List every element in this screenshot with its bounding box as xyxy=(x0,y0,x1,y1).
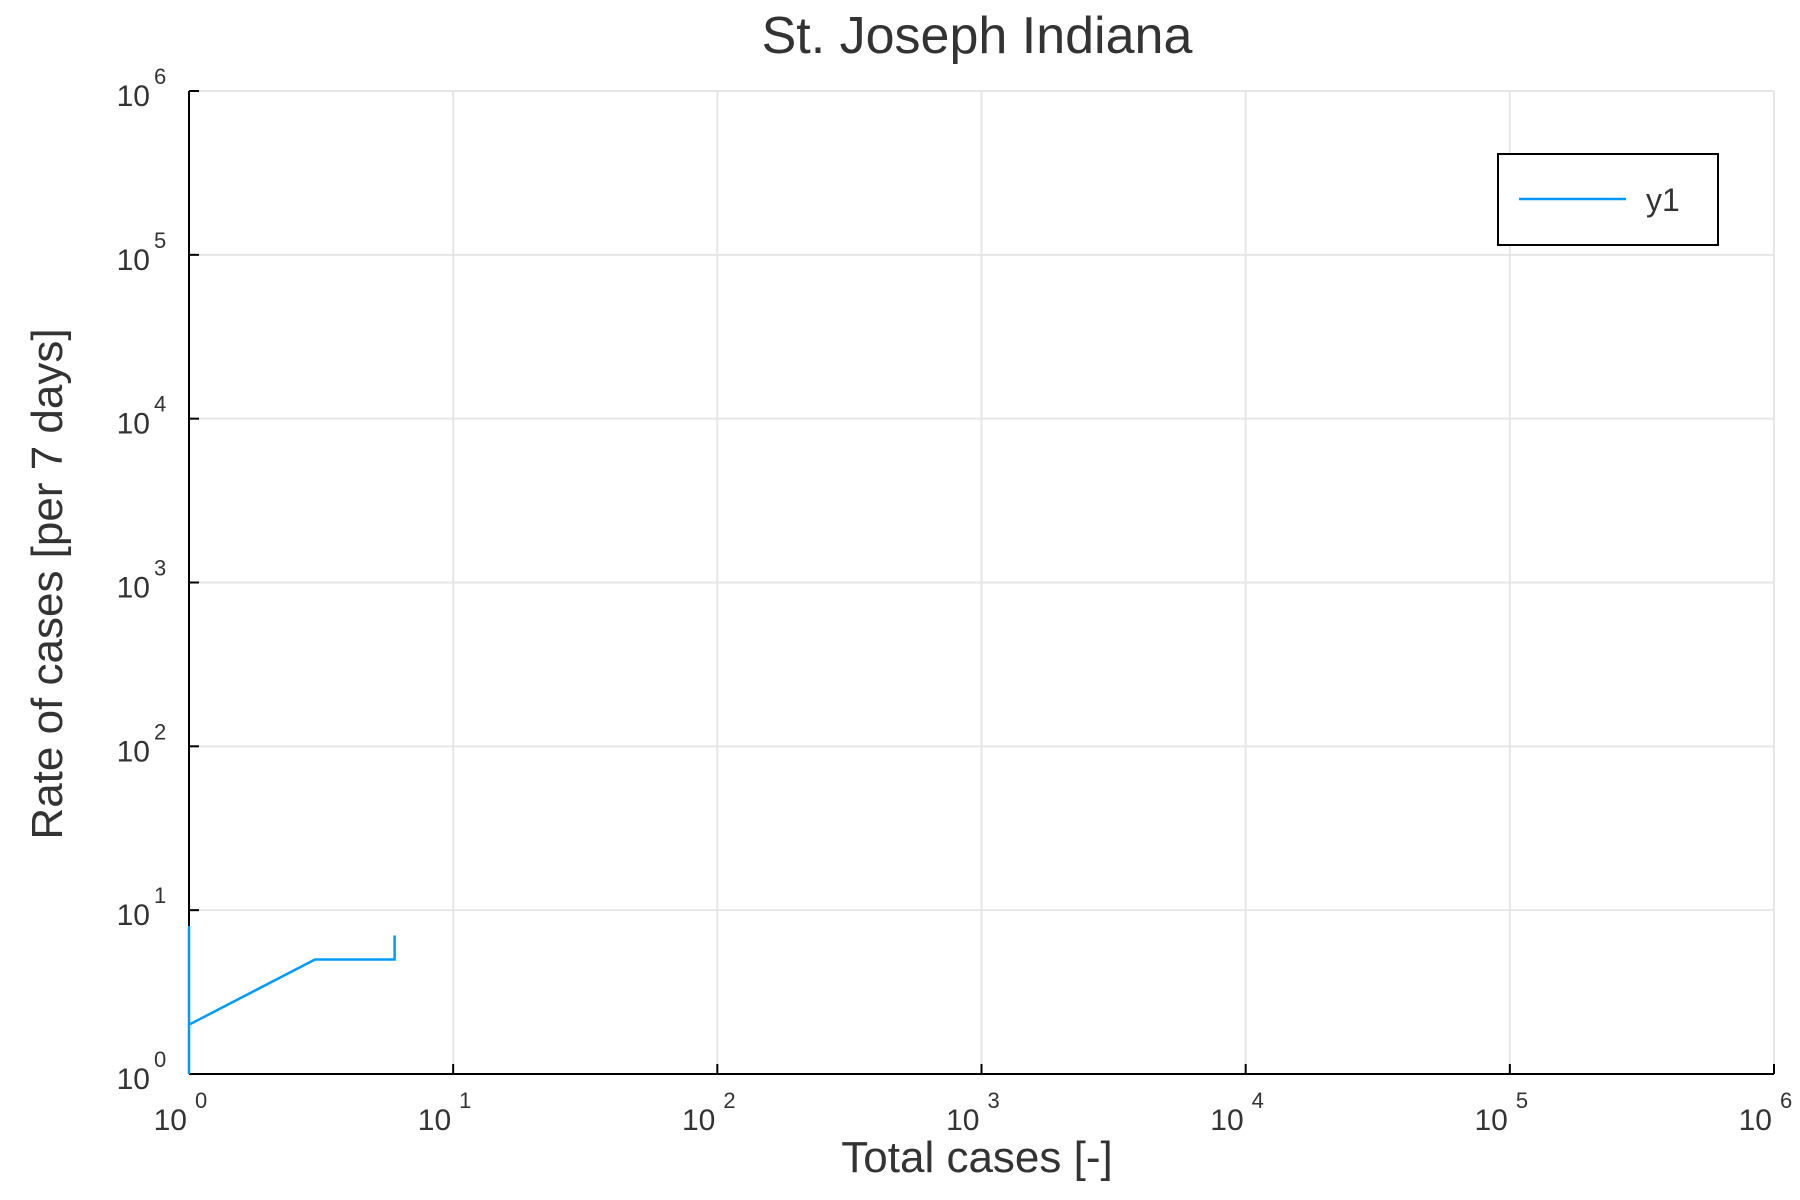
x-tick-label: 10 xyxy=(1210,1104,1243,1137)
y-tick-exponent: 2 xyxy=(154,719,166,744)
x-tick-label: 10 xyxy=(154,1104,187,1137)
x-tick-exponent: 5 xyxy=(1516,1088,1528,1113)
y-tick-label: 10 xyxy=(117,80,150,113)
x-tick-label: 10 xyxy=(1739,1104,1772,1137)
tick-labels: 1001011021031041051061001011021031041051… xyxy=(117,64,1793,1137)
x-tick-exponent: 0 xyxy=(195,1088,207,1113)
x-tick-label: 10 xyxy=(1474,1104,1507,1137)
y-tick-label: 10 xyxy=(117,1063,150,1096)
series-layer xyxy=(187,926,396,1074)
y-tick-label: 10 xyxy=(117,572,150,605)
legend-label-y1: y1 xyxy=(1646,182,1680,218)
x-tick-exponent: 3 xyxy=(988,1088,1000,1113)
legend: y1 xyxy=(1497,153,1719,246)
y-tick-label: 10 xyxy=(117,408,150,441)
y-tick-exponent: 0 xyxy=(154,1047,166,1072)
x-tick-exponent: 1 xyxy=(459,1088,471,1113)
x-tick-exponent: 4 xyxy=(1252,1088,1264,1113)
axes xyxy=(188,90,1775,1075)
y-tick-exponent: 5 xyxy=(154,228,166,253)
series-line-y1 xyxy=(187,926,396,1074)
x-tick-exponent: 2 xyxy=(723,1088,735,1113)
x-tick-label: 10 xyxy=(946,1104,979,1137)
x-axis-title: Total cases [-] xyxy=(841,1133,1112,1182)
y-tick-label: 10 xyxy=(117,899,150,932)
y-tick-exponent: 4 xyxy=(154,392,166,417)
y-tick-exponent: 3 xyxy=(154,556,166,581)
x-tick-label: 10 xyxy=(682,1104,715,1137)
y-tick-exponent: 1 xyxy=(154,883,166,908)
y-tick-label: 10 xyxy=(117,244,150,277)
x-tick-exponent: 6 xyxy=(1780,1088,1792,1113)
y-tick-label: 10 xyxy=(117,735,150,768)
chart-title: St. Joseph Indiana xyxy=(762,7,1193,65)
x-tick-label: 10 xyxy=(418,1104,451,1137)
y-axis-title: Rate of cases [per 7 days] xyxy=(23,328,72,839)
y-tick-exponent: 6 xyxy=(154,64,166,89)
